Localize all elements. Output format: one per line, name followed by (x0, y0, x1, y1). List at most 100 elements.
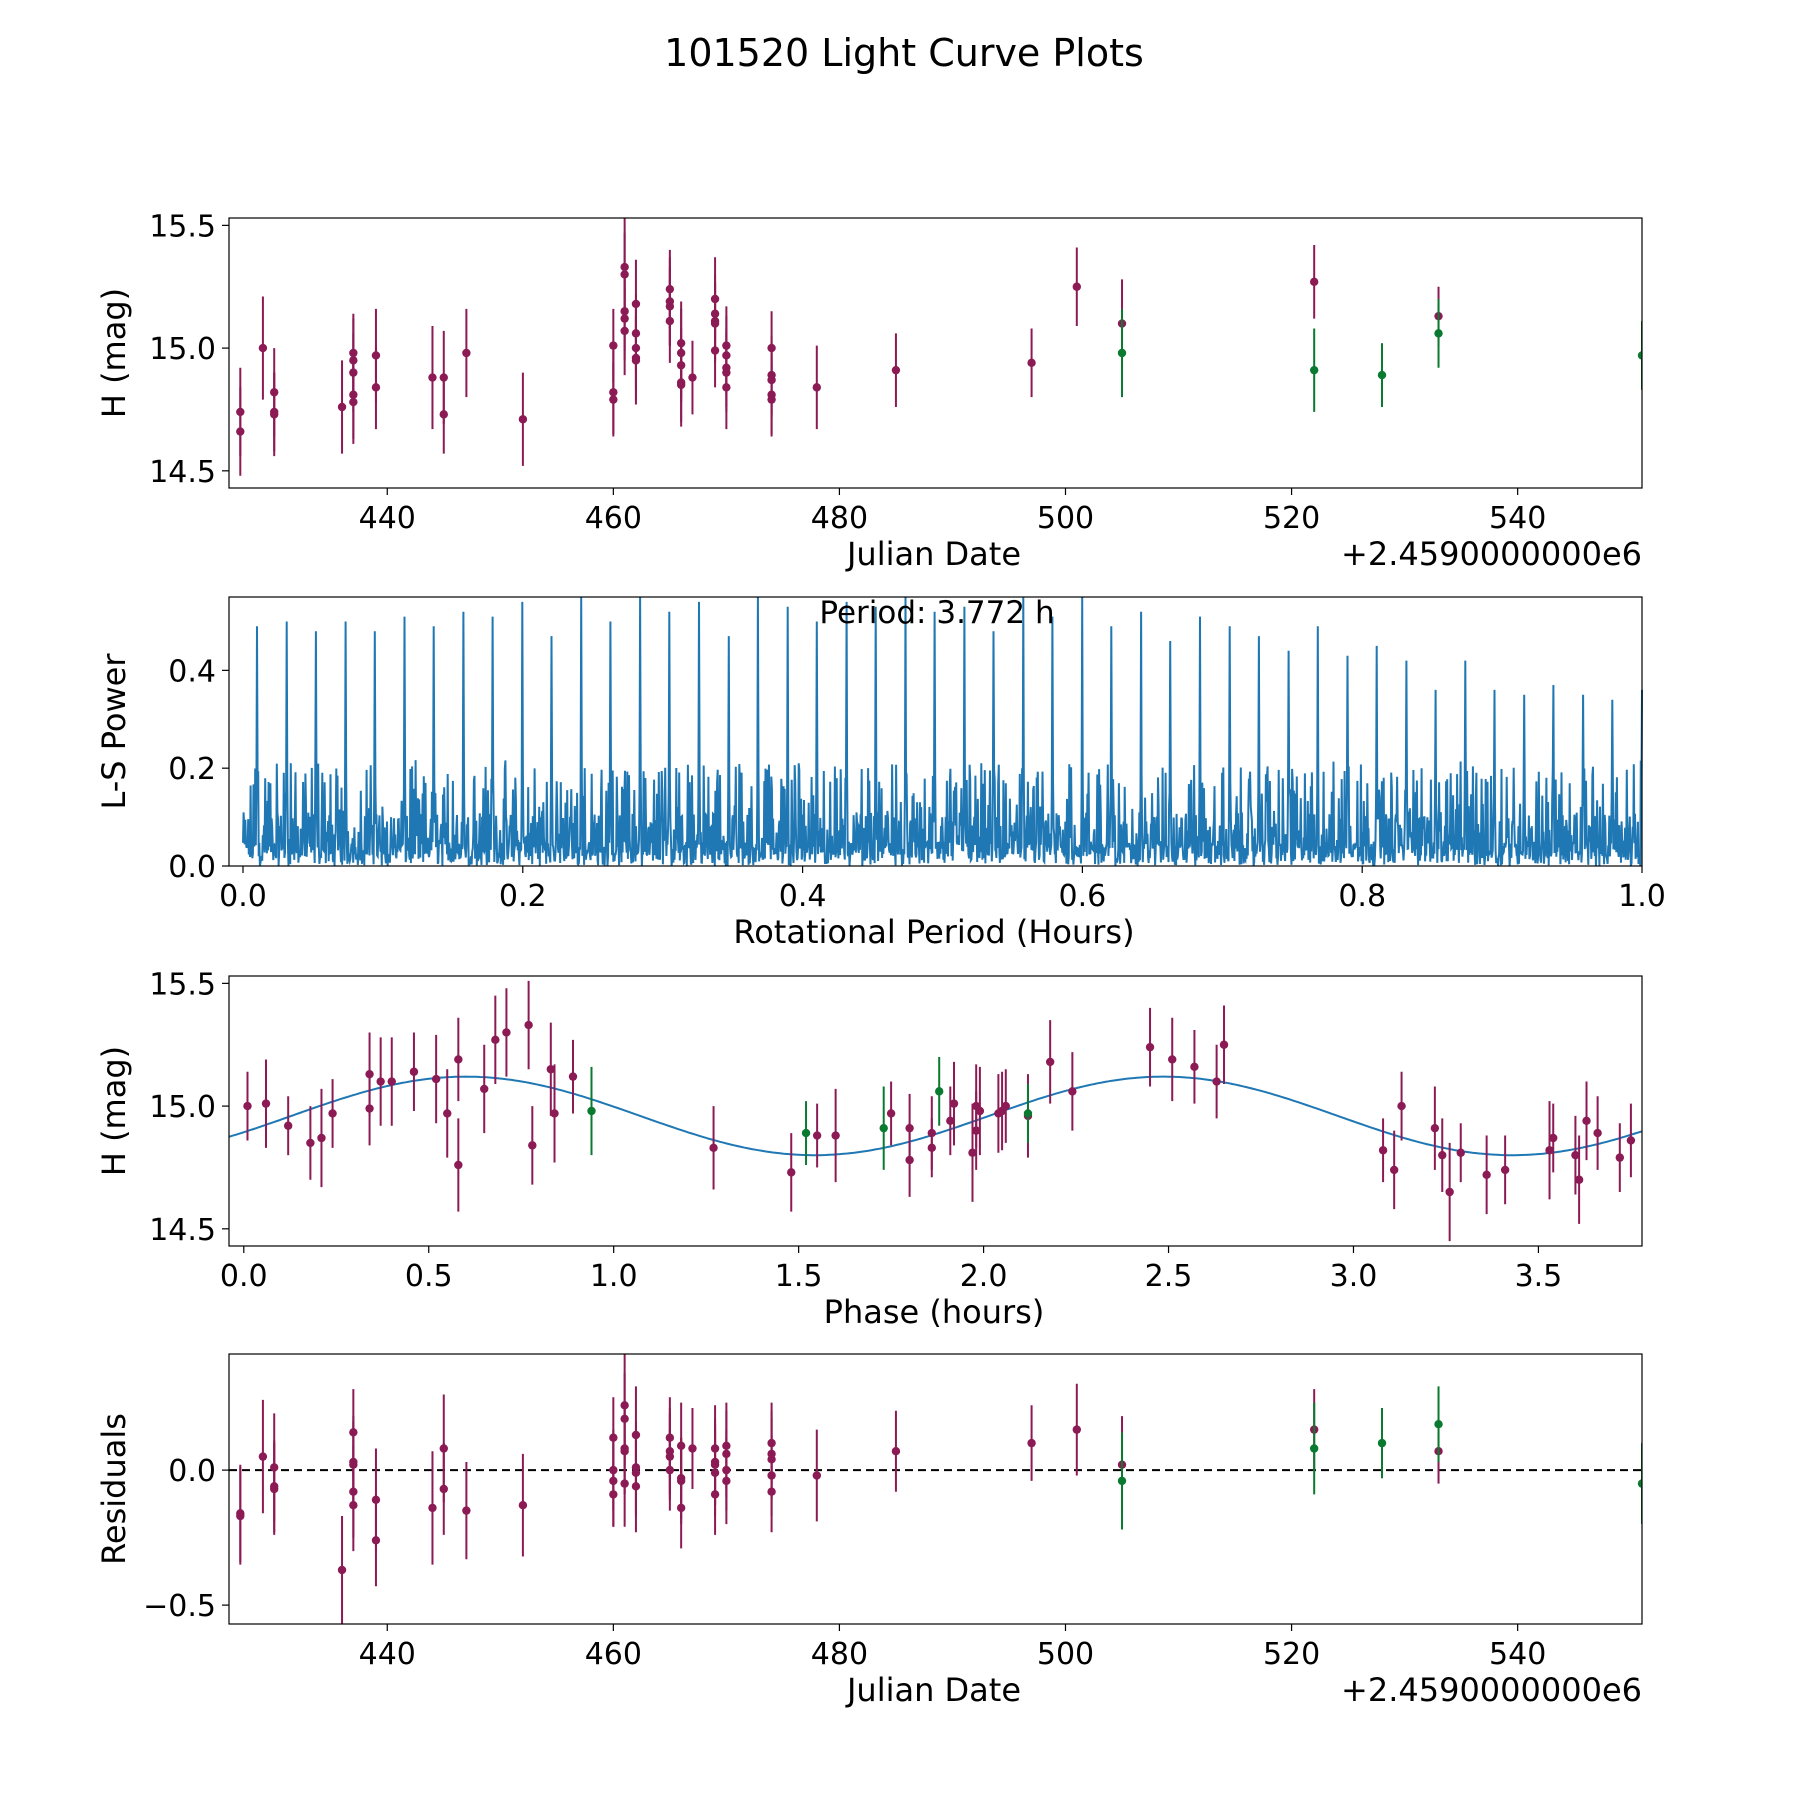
phase-ytick-label: 15.0 (149, 1090, 216, 1125)
phase-point-maroon (812, 1131, 822, 1140)
lc-xtick-label: 480 (811, 501, 868, 536)
lc-point-maroon (439, 410, 448, 419)
lc-point-maroon (371, 383, 381, 392)
resid-point-green (1309, 1444, 1319, 1453)
resid-ytick-label: −0.5 (143, 1589, 216, 1624)
phase-point-maroon (975, 1106, 985, 1116)
phase-point-maroon (365, 1104, 374, 1113)
phase-xtick-label: 3.5 (1515, 1259, 1563, 1294)
figure-title: 101520 Light Curve Plots (664, 31, 1144, 75)
lc-point-maroon (1027, 358, 1036, 368)
ls-xtick-label: 0.4 (779, 879, 827, 914)
phase-point-maroon (1549, 1133, 1558, 1143)
resid-point-green (1434, 1420, 1443, 1429)
phase-point-maroon (709, 1143, 718, 1153)
phase-point-maroon (1545, 1146, 1554, 1155)
resid-point-maroon (1072, 1425, 1082, 1434)
phase-point-maroon (1001, 1101, 1010, 1111)
resid-point-maroon (710, 1490, 720, 1499)
phase-point-maroon (1212, 1077, 1221, 1086)
resid-point-maroon (767, 1487, 776, 1496)
ls-xtick-label: 0.6 (1059, 879, 1107, 914)
lc-point-maroon (688, 373, 697, 382)
phase-point-maroon (1626, 1136, 1636, 1145)
phase-point-maroon (787, 1168, 796, 1177)
resid-xtick-label: 540 (1489, 1637, 1546, 1672)
lc-point-maroon (428, 373, 437, 382)
phase-point-maroon (1593, 1128, 1602, 1138)
resid-xtick-label: 460 (585, 1637, 642, 1672)
resid-ytick-label: 0.0 (168, 1454, 216, 1489)
lc-point-green (1434, 329, 1443, 338)
ls-ytick-label: 0.2 (168, 752, 216, 787)
resid-point-green (1377, 1438, 1387, 1448)
phase-ytick-label: 14.5 (149, 1213, 216, 1248)
lc-axes: 440 460 480 500 520 540 14.5 15.0 15.5 Julian Dat… (95, 209, 1642, 573)
lc-point-maroon (722, 383, 731, 392)
lc-point-maroon (349, 397, 358, 407)
lc-point-maroon (620, 326, 629, 336)
resid-frame (228, 1353, 1643, 1625)
phase-point-maroon (886, 1109, 896, 1118)
resid-point-maroon (676, 1503, 686, 1513)
phase-point-green (1023, 1109, 1033, 1118)
phase-point-maroon (1378, 1146, 1388, 1155)
lc-plot-area (236, 218, 1642, 476)
lc-point-maroon (258, 343, 268, 353)
resid-point-maroon (631, 1482, 641, 1491)
lc-point-maroon (891, 365, 901, 375)
resid-point-green (1117, 1476, 1127, 1486)
resid-point-maroon (518, 1501, 528, 1510)
resid-point-maroon (349, 1501, 358, 1510)
phase-frame (228, 975, 1643, 1247)
ls-xtick-label: 0.8 (1338, 879, 1386, 914)
phase-point-maroon (480, 1084, 489, 1094)
phase-xlabel: Phase (hours) (824, 1293, 1045, 1331)
resid-xtick-label: 480 (811, 1637, 868, 1672)
lc-xtick-label: 540 (1489, 501, 1546, 536)
phase-point-maroon (454, 1160, 463, 1170)
phase-point-maroon (568, 1072, 578, 1081)
phase-xtick-label: 1.0 (590, 1259, 638, 1294)
phase-xtick-label: 2.0 (960, 1259, 1008, 1294)
phase-ytick-label: 15.5 (149, 967, 216, 1002)
phase-plot-area (229, 980, 1642, 1242)
lc-point-maroon (1309, 277, 1319, 287)
resid-point-maroon (258, 1452, 268, 1461)
resid-point-maroon (620, 1479, 629, 1488)
phase-point-maroon (831, 1131, 840, 1140)
resid-point-maroon (609, 1490, 618, 1499)
lc-point-green (1117, 348, 1127, 358)
phase-point-maroon (243, 1101, 252, 1111)
lc-point-maroon (676, 380, 686, 390)
lc-point-maroon (812, 383, 822, 392)
lc-xtick-label: 460 (585, 501, 642, 536)
phase-point-maroon (1045, 1057, 1055, 1067)
phase-point-maroon (1445, 1187, 1454, 1197)
resid-ylabel: Residuals (95, 1413, 133, 1565)
phase-point-maroon (927, 1143, 937, 1153)
phase-point-green (879, 1123, 888, 1133)
lc-ylabel: H (mag) (95, 288, 133, 418)
resid-offset-label: +2.4590000000e6 (1341, 1671, 1642, 1709)
lc-offset-label: +2.4590000000e6 (1341, 535, 1642, 573)
phase-point-maroon (454, 1055, 463, 1064)
phase-xtick-label: 1.5 (775, 1259, 823, 1294)
phase-xtick-label: 3.0 (1330, 1259, 1378, 1294)
resid-xlabel: Julian Date (845, 1671, 1021, 1709)
resid-point-maroon (891, 1447, 901, 1456)
resid-plot-area (229, 1354, 1642, 1624)
phase-point-maroon (971, 1126, 981, 1135)
lc-point-maroon (1072, 282, 1082, 291)
resid-xtick-label: 520 (1263, 1637, 1320, 1672)
phase-point-maroon (550, 1109, 559, 1118)
resid-point-maroon (722, 1476, 731, 1486)
phase-point-maroon (1068, 1087, 1077, 1096)
phase-axes: 0.0 0.5 1.0 1.5 2.0 2.5 3.0 3.5 14.5 15.0 15.5 Phas… (95, 967, 1562, 1331)
phase-point-maroon (328, 1109, 337, 1118)
phase-point-maroon (1430, 1123, 1440, 1133)
resid-point-maroon (337, 1565, 347, 1575)
lc-ytick-label: 15.0 (149, 332, 216, 367)
lc-point-maroon (710, 346, 720, 355)
